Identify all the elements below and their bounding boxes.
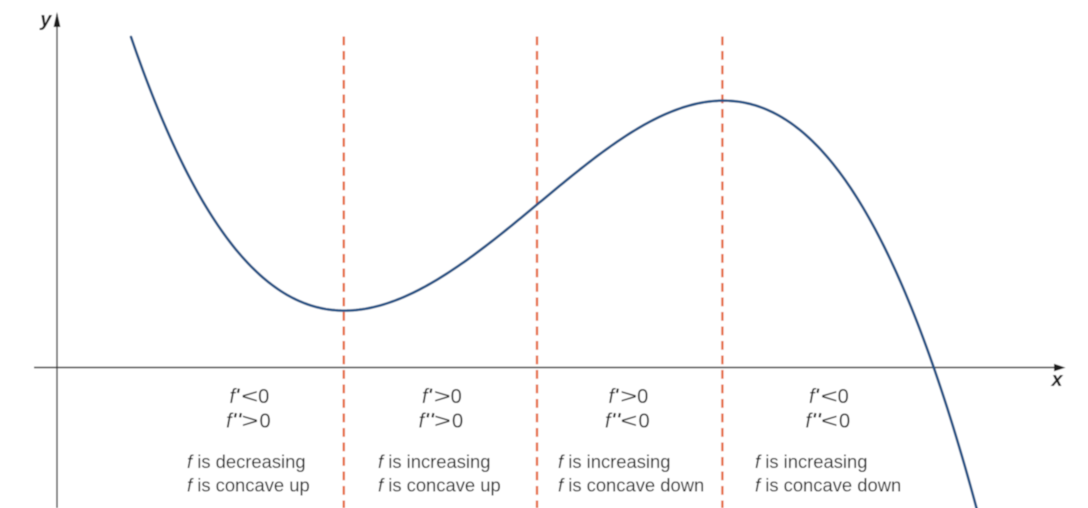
svg-text:f is decreasing: f is decreasing [187,451,306,472]
svg-text:f: f [806,411,814,433]
svg-text:0: 0 [451,386,462,408]
svg-text:<: < [821,385,838,407]
svg-text:<: < [241,385,258,407]
svg-text:f: f [605,411,613,433]
svg-text:f is concave up: f is concave up [187,475,310,496]
svg-text:0: 0 [639,411,650,433]
svg-text:0: 0 [452,411,463,433]
svg-text:f: f [230,386,238,408]
svg-text:0: 0 [839,411,850,433]
svg-text:f is increasing: f is increasing [755,451,867,472]
svg-text:<: < [821,410,838,432]
svg-text:>: > [620,385,637,407]
svg-text:>: > [242,410,259,432]
svg-text:f is concave down: f is concave down [558,475,704,496]
svg-text:f is increasing: f is increasing [378,451,490,472]
svg-text:f is concave up: f is concave up [378,475,501,496]
svg-text:f: f [419,411,427,433]
svg-text:0: 0 [637,386,648,408]
svg-text:f: f [226,411,234,433]
svg-text:f: f [422,386,430,408]
svg-text:f: f [609,386,617,408]
svg-text:x: x [1051,369,1064,391]
svg-text:<: < [621,410,638,432]
svg-text:f: f [809,386,817,408]
svg-text:>: > [434,410,451,432]
svg-text:0: 0 [258,386,269,408]
svg-text:>: > [434,385,451,407]
svg-text:y: y [39,9,52,31]
svg-text:f is concave down: f is concave down [755,475,901,496]
svg-text:f is increasing: f is increasing [558,451,670,472]
svg-text:0: 0 [260,411,271,433]
svg-text:0: 0 [838,386,849,408]
